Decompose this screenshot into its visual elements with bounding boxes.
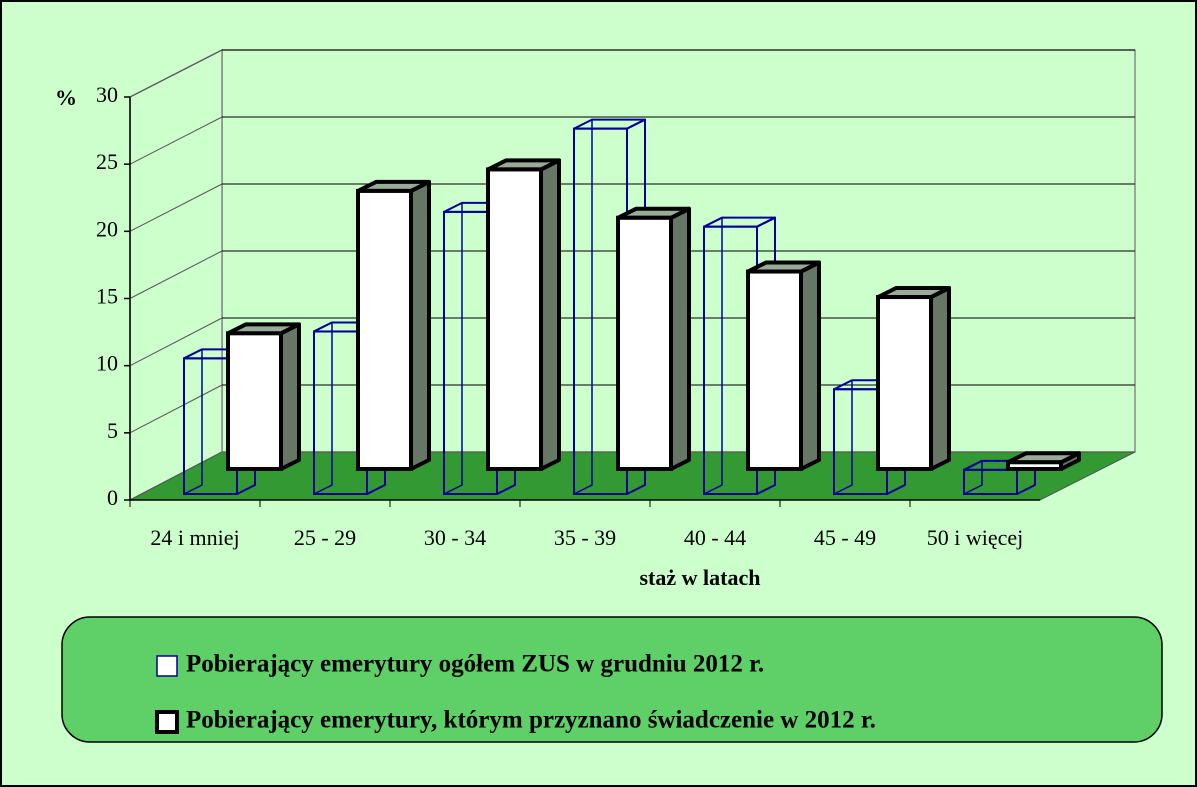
- y-axis-label: %: [55, 85, 77, 110]
- grid-line: [129, 116, 223, 165]
- legend-swatch: [155, 710, 179, 734]
- bar-back-edge: [833, 380, 853, 495]
- x-tick-label: 40 - 44: [684, 525, 746, 550]
- grid-line: [129, 250, 223, 299]
- y-tick-label: 30: [96, 82, 118, 107]
- x-tick-label: 50 i więcej: [927, 525, 1024, 550]
- x-tick-label: 35 - 39: [554, 525, 616, 550]
- y-tick-label: 0: [107, 485, 118, 510]
- x-tick-label: 25 - 29: [294, 525, 356, 550]
- bar-side: [929, 286, 951, 471]
- bar-side: [669, 206, 691, 471]
- x-tick-label: 45 - 49: [814, 525, 876, 550]
- bar-side: [409, 179, 431, 471]
- bar-side: [539, 158, 561, 471]
- grid-line: [129, 183, 223, 232]
- bar: [963, 468, 1018, 496]
- bar-back-edge: [573, 119, 593, 495]
- y-tick-label: 15: [96, 284, 118, 309]
- bar-back-edge: [443, 202, 463, 495]
- bar: [1006, 460, 1063, 471]
- x-axis-label: staż w latach: [640, 565, 761, 590]
- grid-line: [129, 49, 223, 98]
- legend-items: Pobierający emerytury ogółem ZUS w grudn…: [155, 651, 876, 734]
- y-tick-label: 25: [96, 149, 118, 174]
- bar: [226, 331, 283, 471]
- legend-label: Pobierający emerytury ogółem ZUS w grudn…: [186, 651, 764, 678]
- bar-back-edge: [703, 217, 723, 495]
- bar: [616, 215, 673, 471]
- bar-side: [279, 322, 301, 471]
- bar: [746, 269, 803, 471]
- grid-line: [129, 317, 223, 367]
- bars: [183, 118, 1081, 496]
- y-tick-label: 20: [96, 216, 118, 241]
- legend-swatch: [156, 655, 178, 677]
- bar-side: [799, 260, 821, 471]
- x-tick-label: 24 i mniej: [150, 525, 239, 550]
- y-tick-label: 5: [107, 418, 118, 443]
- bar: [876, 295, 933, 472]
- bar-back-edge: [183, 349, 203, 495]
- bar: [356, 188, 413, 471]
- y-tick-label: 10: [96, 351, 118, 376]
- x-tick-label: 30 - 34: [424, 525, 486, 550]
- legend: [61, 616, 1163, 743]
- legend-label: Pobierający emerytury, którym przyznano …: [186, 707, 876, 734]
- grid-line: [129, 384, 223, 434]
- bar: [486, 167, 543, 471]
- bar-back-edge: [313, 322, 333, 495]
